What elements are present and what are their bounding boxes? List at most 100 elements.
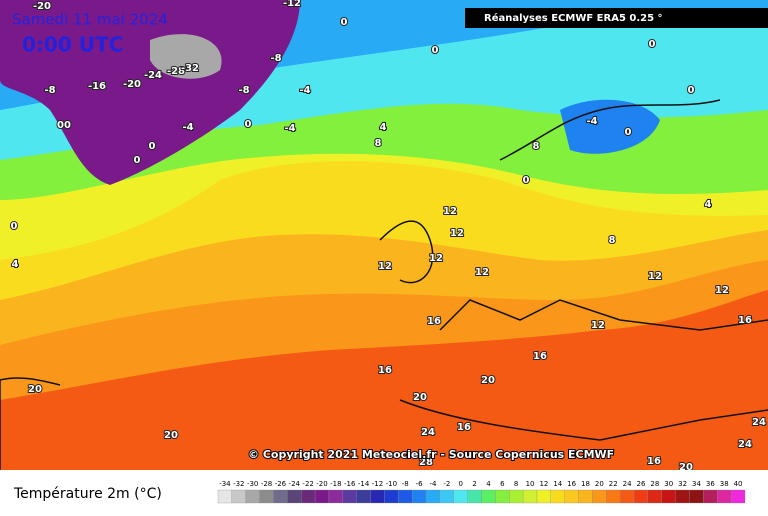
- contour-label: 12: [429, 253, 443, 264]
- scale-swatch: [730, 489, 746, 504]
- scale-swatch: [453, 489, 468, 504]
- scale-swatch: [245, 489, 260, 504]
- contour-label: 12: [591, 320, 605, 331]
- contour-label: 0: [134, 155, 141, 166]
- contour-label: 8: [375, 138, 382, 149]
- contour-label: 20: [164, 430, 178, 441]
- scale-swatch: [356, 489, 371, 504]
- scale-swatch: [647, 489, 662, 504]
- contour-label: -16: [88, 81, 106, 92]
- scale-label: 36: [706, 480, 715, 488]
- contour-label: -20: [123, 79, 141, 90]
- scale-label: 8: [514, 480, 518, 488]
- contour-label: 12: [450, 228, 464, 239]
- contour-label: 4: [705, 199, 712, 210]
- scale-label: 38: [720, 480, 729, 488]
- contour-label: 12: [648, 271, 662, 282]
- contour-label: 20: [413, 392, 427, 403]
- scale-label: 6: [500, 480, 505, 488]
- scale-swatch: [606, 489, 621, 504]
- contour-label: 24: [738, 439, 752, 450]
- contour-label: 0: [341, 17, 348, 28]
- contour-label: 12: [475, 267, 489, 278]
- copyright: © Copyright 2021 Meteociel.fr - Source C…: [248, 448, 614, 461]
- scale-label: -16: [344, 480, 356, 488]
- scale-swatch: [384, 489, 399, 504]
- scale-label: -28: [261, 480, 272, 488]
- scale-swatch: [342, 489, 357, 504]
- scale-label: -8: [402, 480, 409, 488]
- contour-label: -28: [167, 66, 185, 77]
- contour-label: 12: [715, 285, 729, 296]
- contour-label: 0: [649, 39, 656, 50]
- scale-swatch: [439, 489, 454, 504]
- scale-label: 26: [637, 480, 646, 488]
- scale-label: -20: [316, 480, 327, 488]
- scale-swatch: [398, 489, 413, 504]
- contour-label: 0: [11, 221, 18, 232]
- scale-swatch: [301, 489, 316, 504]
- contour-label: 8: [609, 235, 616, 246]
- scale-label: 30: [664, 480, 673, 488]
- legend-title: Température 2m (°C): [13, 486, 162, 502]
- scale-swatch: [328, 489, 343, 504]
- contour-label: -4: [284, 123, 295, 134]
- contour-label: -20: [33, 1, 51, 12]
- scale-label: 14: [553, 480, 562, 488]
- contour-label: 28: [419, 457, 433, 468]
- scale-label: -10: [386, 480, 397, 488]
- scale-swatch: [522, 489, 538, 504]
- scale-swatch: [675, 489, 690, 504]
- scale-label: 16: [567, 480, 576, 488]
- contour-label: -8: [44, 85, 55, 96]
- scale-label: 28: [650, 480, 659, 488]
- contour-label: 0: [688, 85, 695, 96]
- scale-swatch: [717, 489, 732, 504]
- contour-label: -4: [182, 122, 193, 133]
- contour-label: 0: [523, 175, 530, 186]
- scale-swatch: [273, 489, 288, 504]
- greenland: [0, 0, 300, 185]
- scale-label: -14: [358, 480, 370, 488]
- greenland-peak: [150, 34, 222, 79]
- scale-swatch: [592, 489, 607, 504]
- scale-swatch: [536, 489, 551, 504]
- scale-swatch: [467, 489, 482, 504]
- contour-label: -24: [144, 70, 162, 81]
- contour-label: 16: [427, 316, 441, 327]
- scale-label: 40: [734, 480, 743, 488]
- contour-label: 0: [625, 127, 632, 138]
- scale-label: -12: [372, 480, 383, 488]
- scale-swatch: [509, 489, 524, 504]
- scale-swatch: [481, 489, 496, 504]
- contour-label: -8: [270, 53, 281, 64]
- contour-label: 8: [533, 141, 540, 152]
- scale-label: 0: [458, 480, 462, 488]
- contour-label: 12: [378, 261, 392, 272]
- contour-label: -12: [283, 0, 301, 9]
- contour-label: 16: [457, 422, 471, 433]
- scale-label: -34: [219, 480, 231, 488]
- scale-swatch: [370, 489, 385, 504]
- contour-label: 4: [12, 259, 19, 270]
- contour-label: 24: [752, 417, 766, 428]
- scale-swatch: [578, 489, 593, 504]
- contour-label: -4: [586, 116, 597, 127]
- scale-label: 32: [678, 480, 687, 488]
- scale-swatch: [314, 489, 330, 504]
- scale-label: 12: [539, 480, 548, 488]
- scale-swatch: [495, 489, 510, 504]
- contour-label: 16: [378, 365, 392, 376]
- contour-label: 20: [481, 375, 495, 386]
- scale-label: 34: [692, 480, 701, 488]
- scale-swatch: [633, 489, 649, 504]
- contour-label: 00: [57, 120, 71, 131]
- contour-label: 16: [533, 351, 547, 362]
- contour-label: 12: [443, 206, 457, 217]
- scale-swatch: [550, 489, 565, 504]
- scale-swatch: [259, 489, 274, 504]
- scale-label: -22: [302, 480, 313, 488]
